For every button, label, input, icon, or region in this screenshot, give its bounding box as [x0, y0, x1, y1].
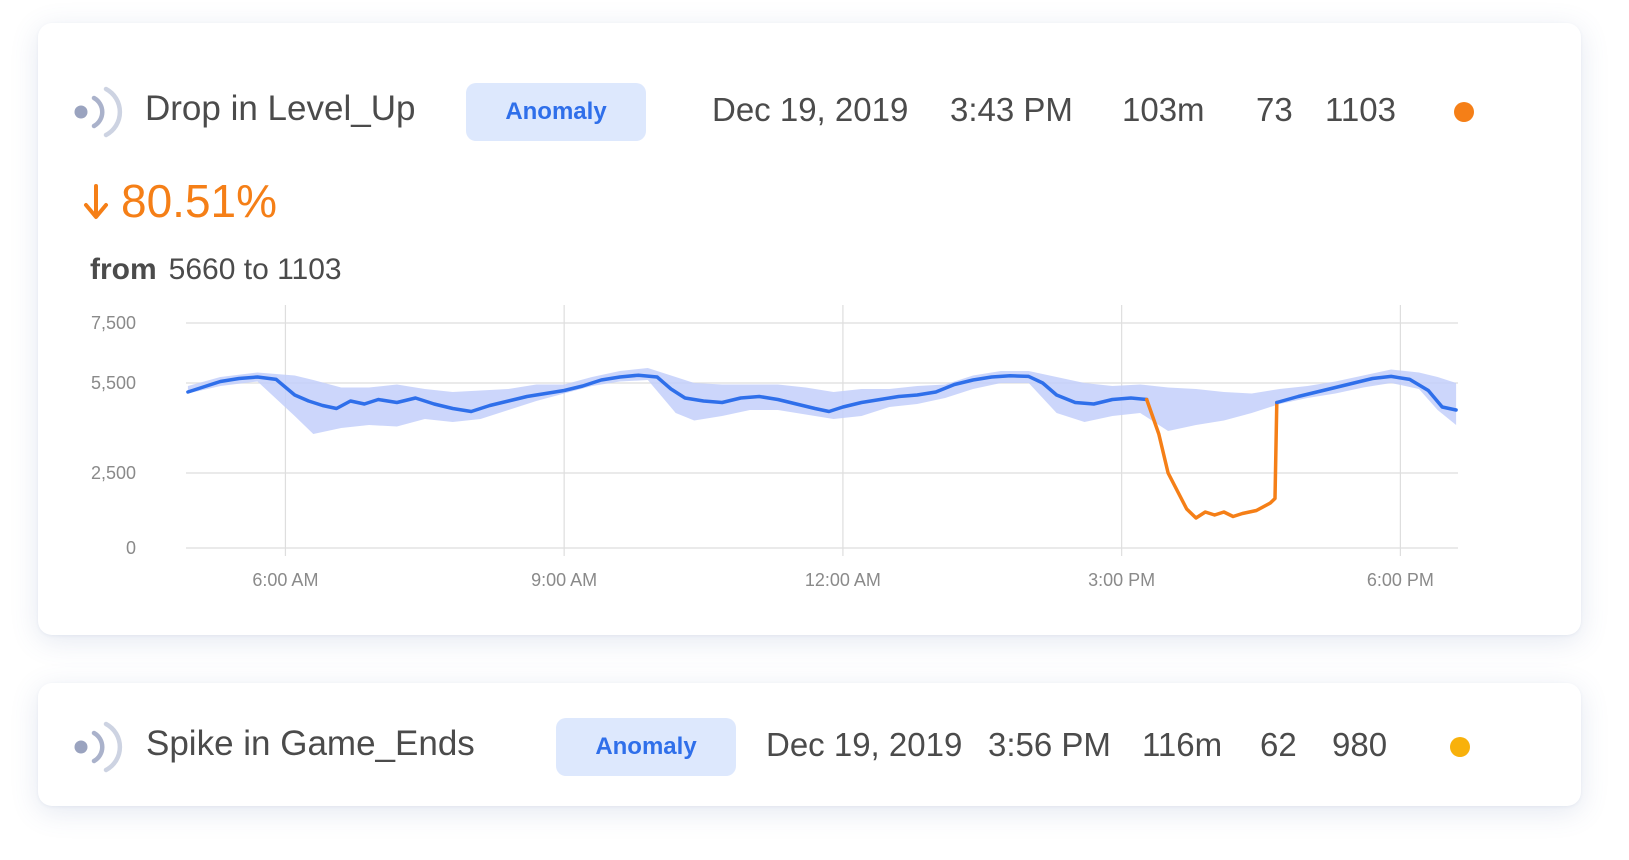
alert-card-game-ends[interactable]: Spike in Game_Ends Anomaly Dec 19, 2019 …: [38, 683, 1581, 806]
alert-header[interactable]: Spike in Game_Ends Anomaly Dec 19, 2019 …: [38, 708, 1581, 784]
y-tick-label: 2,500: [91, 463, 136, 483]
alert-title: Drop in Level_Up: [145, 89, 416, 128]
x-tick-label: 3:00 PM: [1088, 570, 1155, 590]
alert-card-level-up[interactable]: Drop in Level_Up Anomaly Dec 19, 2019 3:…: [38, 23, 1581, 635]
alert-value: 980: [1332, 726, 1388, 763]
alert-duration: 103m: [1122, 91, 1205, 128]
anomaly-series-line: [1144, 397, 1279, 520]
alert-time: 3:43 PM: [950, 91, 1073, 128]
alert-duration: 116m: [1142, 726, 1223, 763]
from-label: from: [90, 253, 157, 286]
x-tick-label: 6:00 AM: [252, 570, 318, 590]
status-dot: [1454, 102, 1474, 122]
signal-icon: [74, 86, 123, 138]
change-percent: 80.51%: [121, 175, 278, 227]
alert-count: 73: [1256, 91, 1293, 128]
alert-time: 3:56 PM: [988, 726, 1111, 763]
range-text: 5660 to 1103: [168, 253, 342, 286]
x-tick-label: 6:00 PM: [1367, 570, 1434, 590]
alert-header[interactable]: Drop in Level_Up Anomaly Dec 19, 2019 3:…: [38, 73, 1581, 149]
alert-value: 1103: [1325, 91, 1396, 128]
y-tick-label: 0: [126, 538, 136, 558]
change-range: from 5660 to 1103: [90, 253, 342, 287]
anomaly-badge: Anomaly: [466, 83, 646, 141]
x-tick-label: 12:00 AM: [805, 570, 881, 590]
expected-range-band: [187, 368, 1457, 434]
alert-date: Dec 19, 2019: [712, 91, 909, 128]
alert-count: 62: [1260, 726, 1297, 763]
y-tick-label: 5,500: [91, 373, 136, 393]
arrow-down-icon: [84, 184, 108, 219]
status-dot: [1450, 737, 1470, 757]
metric-chart: 0 2,500 5,500 7,500 6:00 AM 9:00 AM 12:00 AM 3:…: [91, 305, 1458, 590]
observed-series-line: [186, 373, 1149, 414]
signal-icon: [74, 721, 123, 773]
anomaly-badge: Anomaly: [556, 718, 736, 776]
observed-series-line: [1275, 374, 1458, 412]
y-tick-label: 7,500: [91, 313, 136, 333]
alert-date: Dec 19, 2019: [766, 726, 963, 763]
alert-title: Spike in Game_Ends: [146, 724, 475, 763]
x-tick-label: 9:00 AM: [531, 570, 597, 590]
